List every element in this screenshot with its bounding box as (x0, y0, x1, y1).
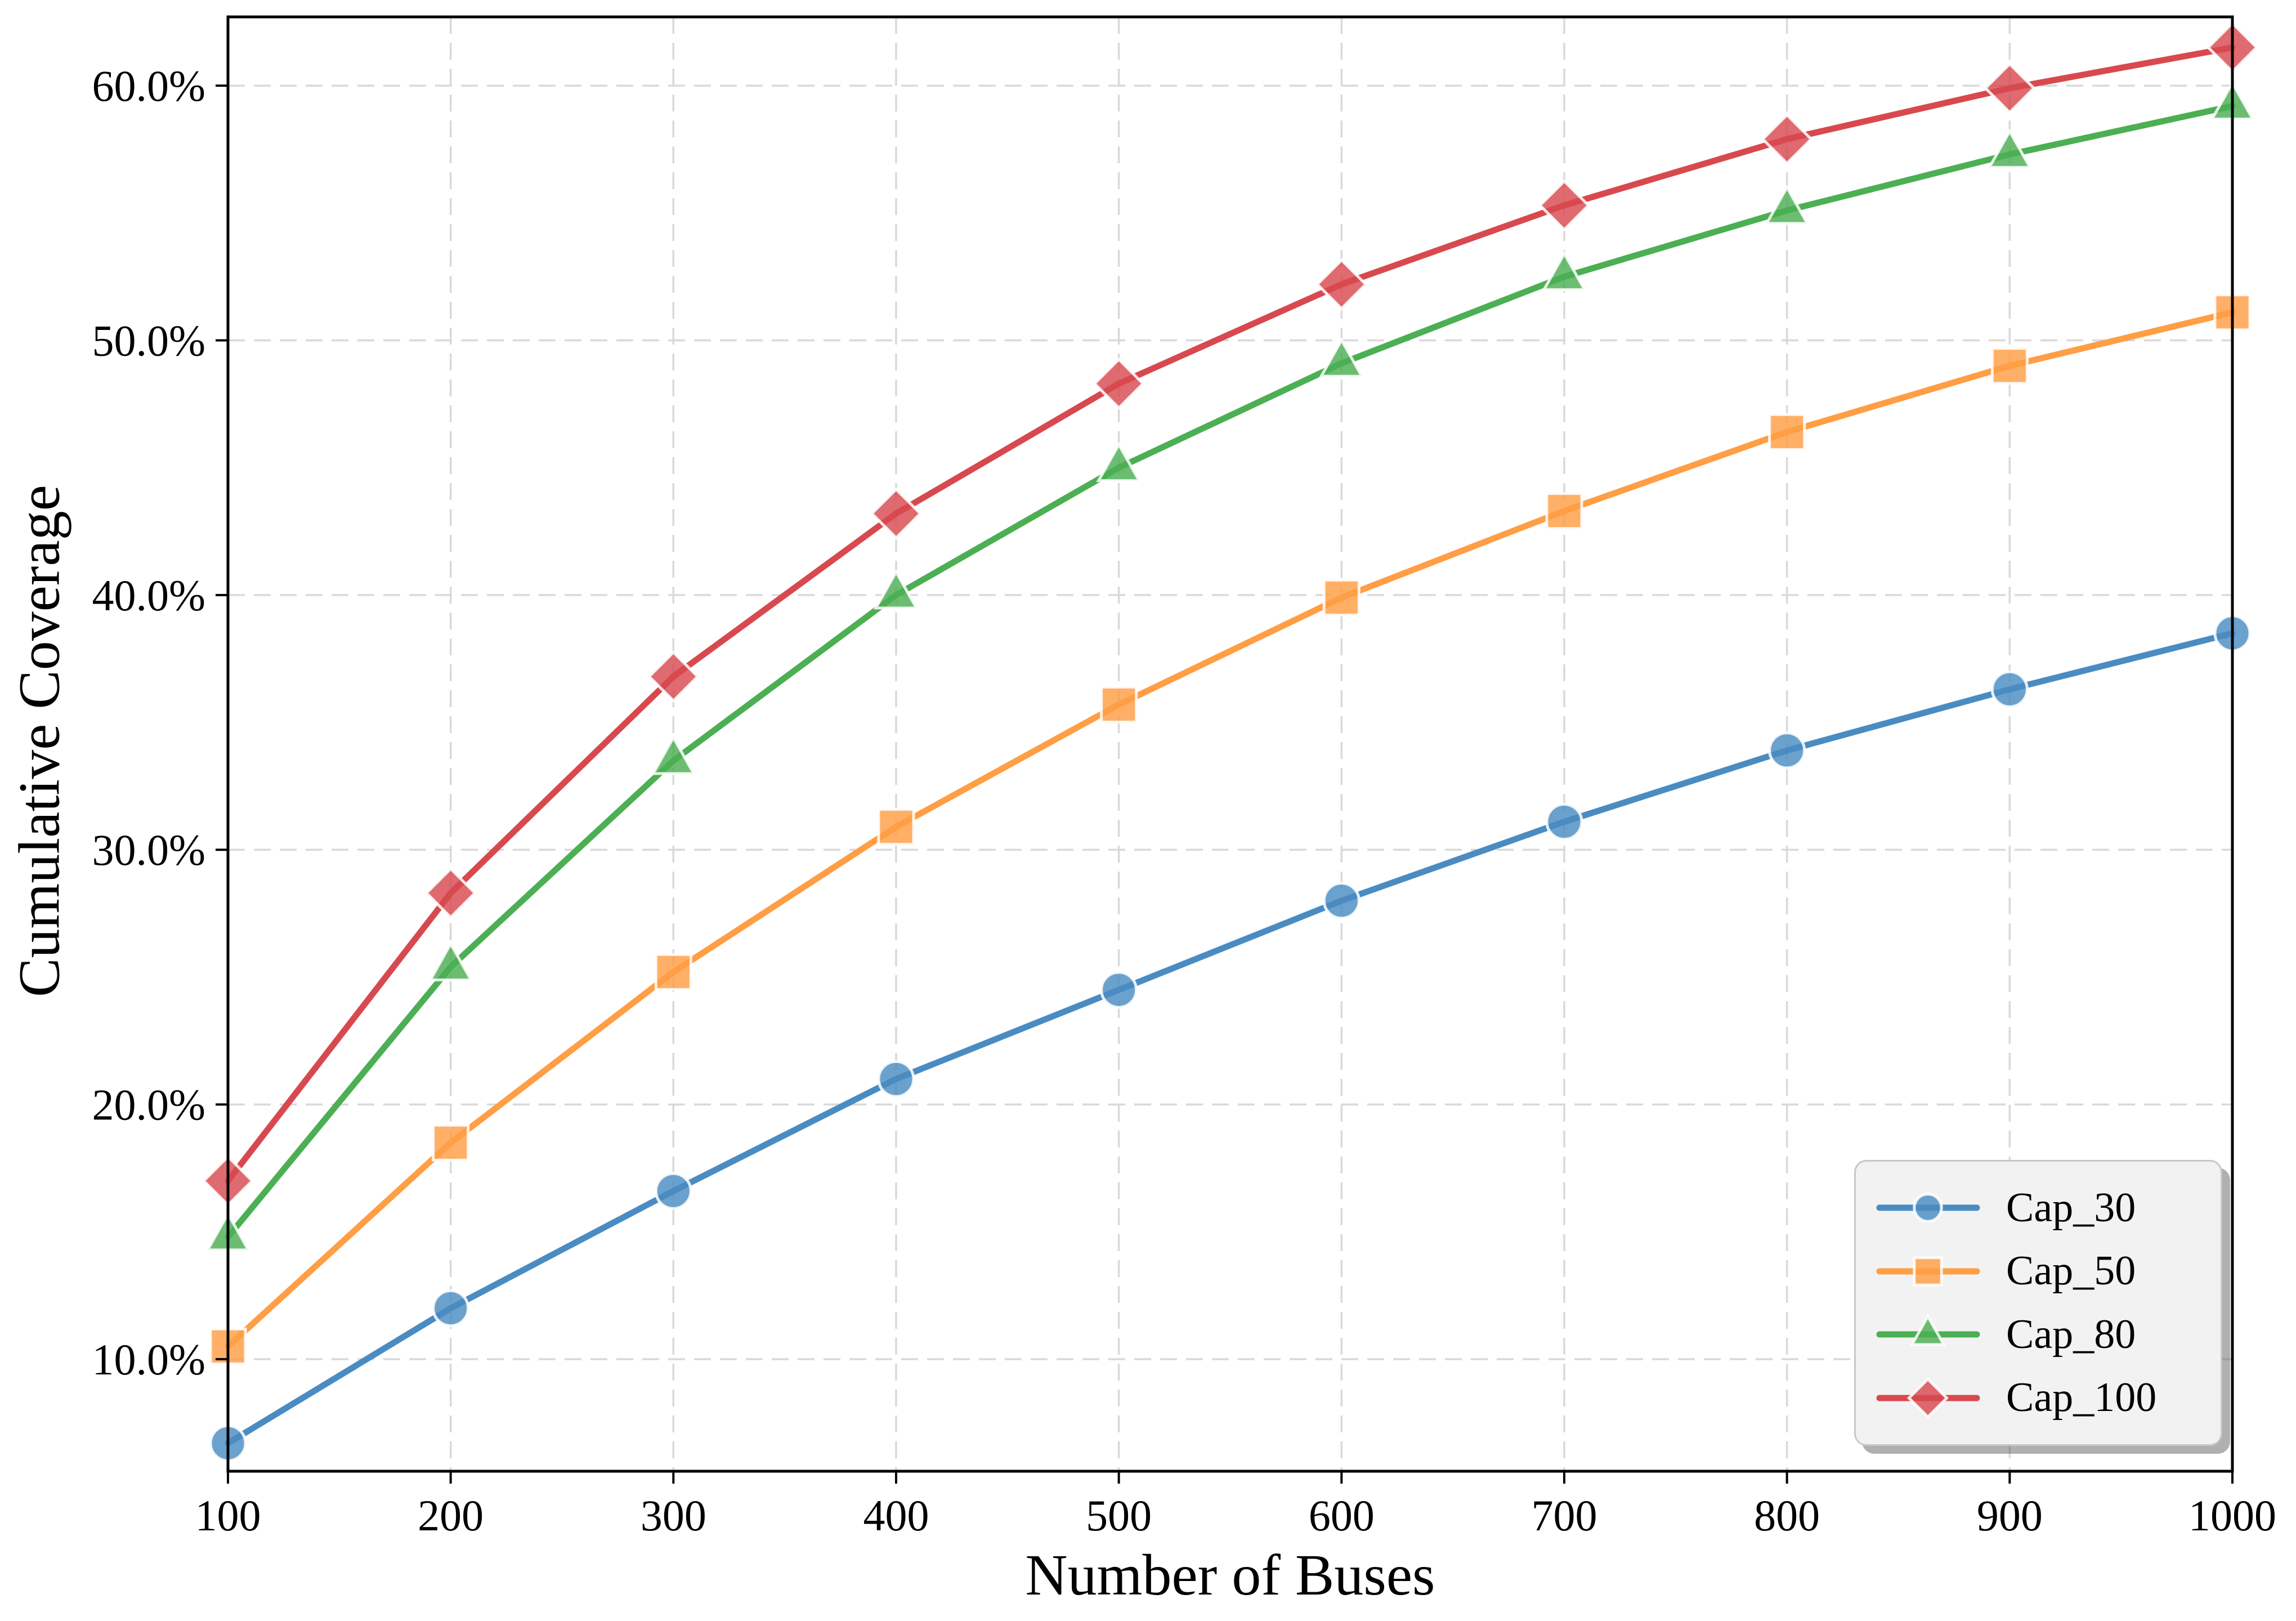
y-tick-label: 30.0% (92, 825, 205, 874)
series-cap_100 (202, 21, 2259, 1207)
circle-marker-icon (1876, 1193, 1980, 1223)
y-tick-label: 10.0% (92, 1335, 205, 1384)
x-tick-label: 600 (1309, 1491, 1375, 1540)
legend-item-cap_100: Cap_100 (1876, 1368, 2200, 1428)
series-line (225, 44, 2236, 1184)
triangle-marker-icon (1876, 1314, 1980, 1346)
y-tick-label: 40.0% (92, 571, 205, 620)
x-tick-label: 200 (418, 1491, 484, 1540)
diamond-marker-icon (1876, 1377, 1980, 1419)
legend-label: Cap_50 (2006, 1248, 2136, 1294)
legend-item-cap_80: Cap_80 (1876, 1304, 2200, 1365)
y-tick-label: 50.0% (92, 316, 205, 365)
x-tick-label: 300 (641, 1491, 706, 1540)
series-line (225, 309, 2236, 1350)
y-tick-label: 60.0% (92, 61, 205, 110)
y-axis-ticks: 10.0% 20.0% 30.0% 40.0% 50.0% 60.0% (92, 61, 228, 1384)
series-cap_80 (205, 80, 2255, 1252)
plot-frame (226, 15, 2234, 1473)
series-line (225, 102, 2236, 1240)
y-axis-label: Cumulative Coverage (7, 485, 72, 997)
legend-label: Cap_80 (2006, 1311, 2136, 1357)
square-marker-icon (1876, 1256, 1980, 1287)
y-tick-label: 20.0% (92, 1080, 205, 1129)
x-tick-label: 500 (1086, 1491, 1152, 1540)
legend-label: Cap_100 (2006, 1374, 2157, 1421)
x-tick-label: 800 (1754, 1491, 1820, 1540)
legend: Cap_30 Cap_50 Cap_80 Cap_100 (1854, 1160, 2222, 1446)
legend-label: Cap_30 (2006, 1184, 2136, 1231)
legend-item-cap_30: Cap_30 (1876, 1177, 2200, 1238)
series-line (225, 630, 2236, 1446)
x-tick-label: 100 (195, 1491, 261, 1540)
x-axis-ticks: 100 200 300 400 500 600 700 800 900 1000 (195, 1471, 2276, 1540)
x-tick-label: 900 (1977, 1491, 2043, 1540)
x-tick-label: 400 (863, 1491, 929, 1540)
x-tick-label: 1000 (2188, 1491, 2276, 1540)
x-tick-label: 700 (1532, 1491, 1597, 1540)
x-axis-label: Number of Buses (1025, 1543, 1435, 1607)
legend-item-cap_50: Cap_50 (1876, 1241, 2200, 1302)
